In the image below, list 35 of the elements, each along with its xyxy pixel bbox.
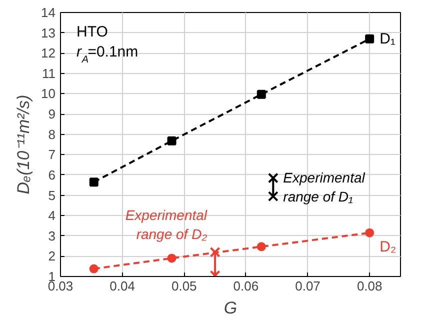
point	[365, 34, 374, 44]
annotation: Experimental range of D₂	[125, 206, 208, 242]
series-label: D₂	[380, 238, 396, 256]
point	[167, 254, 176, 263]
x-tick-label: 0.08	[356, 278, 382, 294]
point	[89, 264, 98, 274]
point	[268, 191, 278, 202]
point	[167, 136, 176, 146]
point	[268, 172, 278, 184]
y-tick-label: 13	[41, 25, 56, 40]
y-tick-label: 11	[42, 66, 56, 81]
y-tick-label: 14	[41, 5, 56, 20]
x-tick-label: 0.05	[171, 278, 197, 294]
y-tick-label: 6	[48, 167, 56, 182]
annotation: Experimental range of D₁	[283, 170, 366, 205]
point	[365, 228, 374, 238]
point	[256, 242, 266, 252]
y-tick-label: 4	[48, 208, 56, 224]
x-axis-title: G	[224, 298, 238, 318]
x-tick-label: 0.06	[233, 278, 259, 294]
y-tick-label: 8	[48, 126, 56, 142]
point	[89, 178, 98, 187]
x-tick-label: 0.07	[295, 278, 320, 294]
y-axis-title: Dₑ(10⁻¹¹m²/s)	[14, 94, 34, 194]
point	[256, 90, 266, 99]
y-tick-label: 2	[48, 248, 56, 264]
y-tick-label: 3	[48, 228, 56, 244]
point	[210, 246, 220, 258]
series-label: D₁	[380, 30, 396, 48]
y-tick-label: 12	[41, 46, 56, 61]
y-tick-label: 10	[41, 86, 56, 102]
y-tick-label: 9	[48, 106, 56, 122]
x-tick-label: 0.04	[110, 278, 135, 294]
y-tick-label: 5	[48, 188, 56, 203]
y-tick-label: 7	[48, 147, 56, 162]
